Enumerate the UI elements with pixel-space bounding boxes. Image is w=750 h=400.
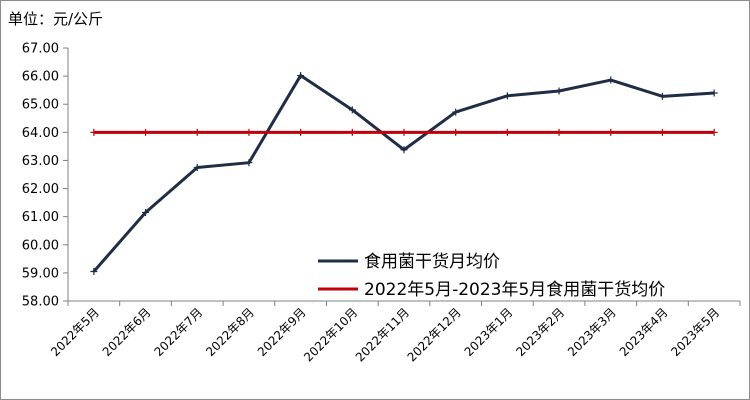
data-point <box>142 128 150 136</box>
data-point <box>452 128 460 136</box>
x-tick-label: 2022年6月 <box>100 305 154 359</box>
data-point <box>710 128 718 136</box>
x-tick-label: 2022年11月 <box>353 305 412 364</box>
data-point <box>658 92 666 100</box>
y-tick-label: 66.00 <box>22 70 59 85</box>
y-tick-label: 62.00 <box>22 182 59 197</box>
data-point <box>193 163 201 171</box>
legend-label: 食用菌干货月均价 <box>364 252 500 272</box>
x-tick-label: 2022年8月 <box>203 305 257 359</box>
y-tick-label: 59.00 <box>22 266 59 281</box>
data-point <box>90 267 98 275</box>
x-tick-label: 2022年10月 <box>301 305 360 364</box>
data-point <box>503 128 511 136</box>
y-tick-label: 58.00 <box>22 295 59 310</box>
data-point <box>193 128 201 136</box>
x-tick-label: 2022年9月 <box>255 305 309 359</box>
data-point <box>245 159 253 167</box>
data-point <box>297 72 305 80</box>
series-layer <box>90 72 718 275</box>
x-tick-label: 2023年1月 <box>462 305 516 359</box>
data-point <box>400 146 408 154</box>
x-tick-label: 2023年2月 <box>513 305 567 359</box>
data-point <box>607 76 615 84</box>
y-tick-label: 65.00 <box>22 98 59 113</box>
legend-label: 2022年5月-2023年5月食用菌干货均价 <box>364 280 665 300</box>
data-point <box>90 128 98 136</box>
unit-label: 单位：元/公斤 <box>8 10 104 28</box>
x-tick-label: 2023年4月 <box>617 305 671 359</box>
data-point <box>297 128 305 136</box>
y-tick-label: 63.00 <box>22 154 59 169</box>
data-point <box>710 89 718 97</box>
x-tick-label: 2022年7月 <box>151 305 205 359</box>
y-tick-label: 67.00 <box>22 42 59 57</box>
data-point <box>555 128 563 136</box>
x-tick-label: 2023年3月 <box>565 305 619 359</box>
series-line <box>92 74 715 273</box>
data-point <box>400 128 408 136</box>
axes: 58.00 59.00 60.00 61.00 62.00 63.00 64.00 65.00… <box>22 42 741 364</box>
y-tick-label: 61.00 <box>22 210 59 225</box>
x-tick-label: 2022年12月 <box>405 305 464 364</box>
y-tick-label: 64.00 <box>22 126 59 141</box>
data-point <box>658 128 666 136</box>
data-point <box>245 128 253 136</box>
data-point <box>348 106 356 114</box>
x-tick-label: 2023年5月 <box>668 305 722 359</box>
data-point <box>503 92 511 100</box>
data-point <box>348 128 356 136</box>
data-point <box>607 128 615 136</box>
data-point <box>452 108 460 116</box>
x-tick-label: 2022年5月 <box>48 305 102 359</box>
y-tick-label: 60.00 <box>22 238 59 253</box>
data-point <box>555 87 563 95</box>
legend: 食用菌干货月均价 2022年5月-2023年5月食用菌干货均价 <box>318 252 665 300</box>
data-point <box>142 208 150 216</box>
